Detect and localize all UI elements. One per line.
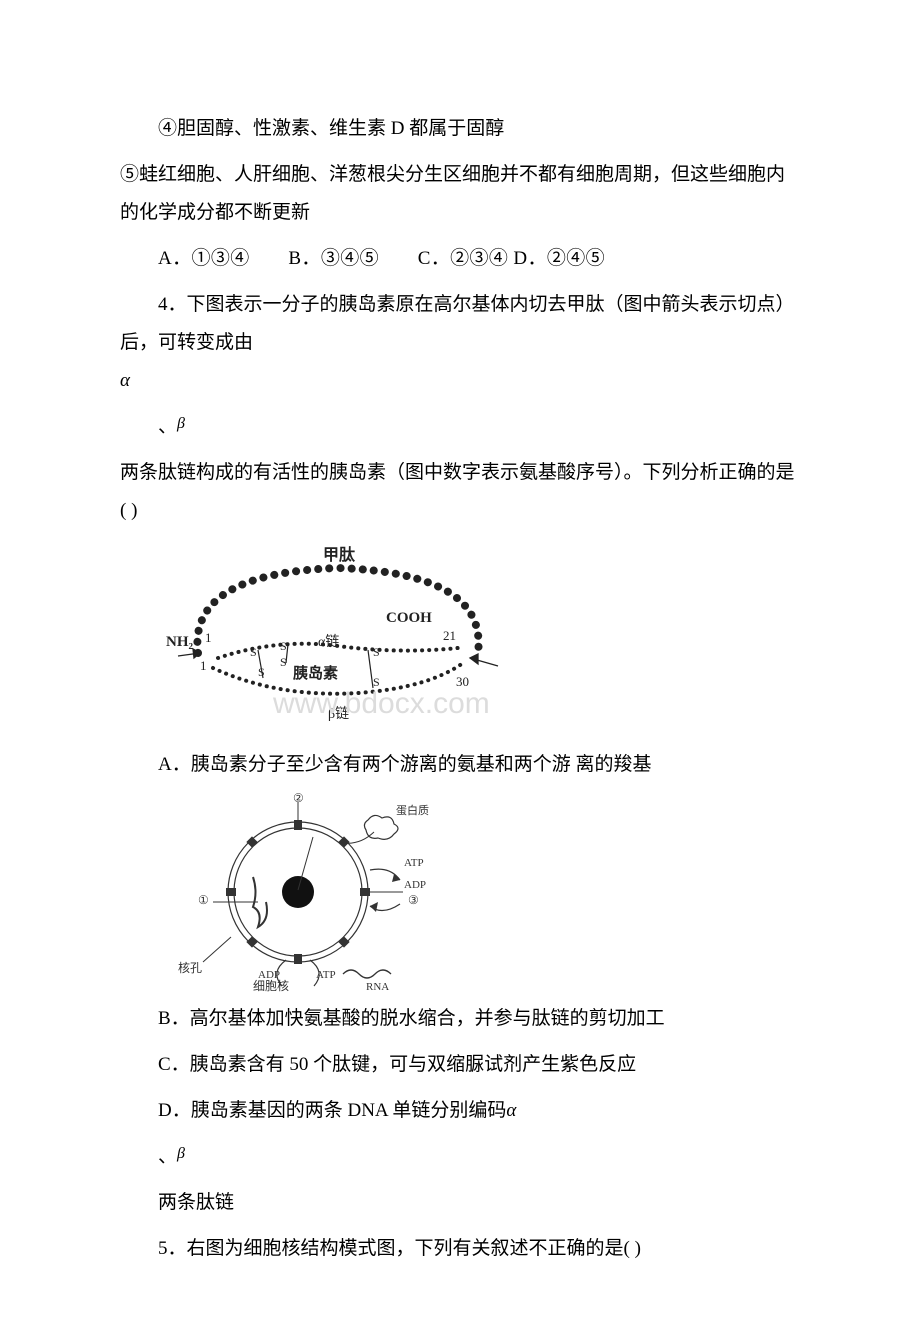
comma: 、: [158, 416, 177, 437]
rna-label: RNA: [366, 981, 389, 992]
optd-alpha: α: [506, 1100, 516, 1121]
option-d-line1: D．胰岛素基因的两条 DNA 单链分别编码α: [120, 1092, 800, 1130]
option-b: B．高尔基体加快氨基酸的脱水缩合，并参与肽链的剪切加工: [120, 1000, 800, 1038]
insulin-label: 胰岛素: [293, 664, 338, 682]
atp-label-2: ATP: [316, 969, 336, 981]
statement-5: ⑤蛙红细胞、人肝细胞、洋葱根尖分生区细胞并不都有细胞周期，但这些细胞内的化学成分…: [120, 156, 800, 232]
option-c: C．胰岛素含有 50 个肽键，可与双缩脲试剂产生紫色反应: [120, 1046, 800, 1084]
q4-text-a: 4．下图表示一分子的胰岛素原在高尔基体内切去甲肽（图中箭头表示切点）后，可转变成…: [120, 286, 800, 362]
option-a: A．胰岛素分子至少含有两个游离的氨基和两个游 离的羧基: [120, 746, 800, 784]
nucleus-svg: 蛋白质 ATP ADP ③ ② ① 核孔 细胞核 ADP ATP RNA: [158, 792, 458, 992]
insulin-svg: S S S S S S 甲肽 NH₂ 1 1 COOH 21 α链 胰岛素 30…: [158, 538, 518, 738]
question-4-stem-b: 两条肽链构成的有活性的胰岛素（图中数字表示氨基酸序号）。下列分析正确的是( ): [120, 454, 800, 530]
circled-3: ③: [408, 893, 419, 907]
statement-4: ④胆固醇、性激素、维生素 D 都属于固醇: [120, 110, 800, 148]
alpha-chain-label: α链: [318, 634, 339, 650]
num-1-left: 1: [200, 658, 207, 673]
circled-2-top: ②: [293, 792, 304, 805]
jia-label: 甲肽: [323, 545, 356, 564]
num-1-top: 1: [205, 630, 212, 645]
optd-comma: 、: [158, 1146, 177, 1167]
option-d-beta-line: 、β: [120, 1138, 800, 1176]
optd-beta: β: [177, 1145, 185, 1162]
pore-label: 核孔: [178, 961, 202, 975]
watermark: www.bdocx.com: [272, 687, 490, 720]
question-4-stem-a: 4．下图表示一分子的胰岛素原在高尔基体内切去甲肽（图中箭头表示切点）后，可转变成…: [120, 286, 800, 400]
figure-insulin: S S S S S S 甲肽 NH₂ 1 1 COOH 21 α链 胰岛素 30…: [158, 538, 800, 738]
adp-label-1: ADP: [404, 879, 426, 891]
optd-text: D．胰岛素基因的两条 DNA 单链分别编码: [120, 1092, 506, 1130]
figure-nucleus: 蛋白质 ATP ADP ③ ② ① 核孔 细胞核 ADP ATP RNA: [158, 792, 800, 992]
circled-1: ①: [198, 893, 209, 907]
atp-label-1: ATP: [404, 857, 424, 869]
nh2-label: NH₂: [166, 634, 194, 650]
svg-text:S: S: [280, 639, 287, 653]
question-5: 5．右图为细胞核结构模式图，下列有关叙述不正确的是( ): [120, 1230, 800, 1268]
svg-text:S: S: [280, 655, 287, 669]
adp-label-2: ADP: [258, 969, 280, 981]
protein-label: 蛋白质: [396, 803, 429, 817]
s-label: S: [250, 645, 257, 659]
alpha-symbol: α: [120, 370, 130, 391]
svg-text:S: S: [258, 665, 265, 679]
question-3-options: A．①③④ B．③④⑤ C．②③④ D．②④⑤: [120, 240, 800, 278]
option-d-line2: 两条肽链: [120, 1184, 800, 1222]
beta-symbol: β: [177, 415, 185, 432]
svg-text:S: S: [373, 645, 380, 659]
cooh-label: COOH: [386, 610, 432, 626]
num-21: 21: [443, 628, 456, 643]
q4-beta-line: 、β: [120, 408, 800, 446]
